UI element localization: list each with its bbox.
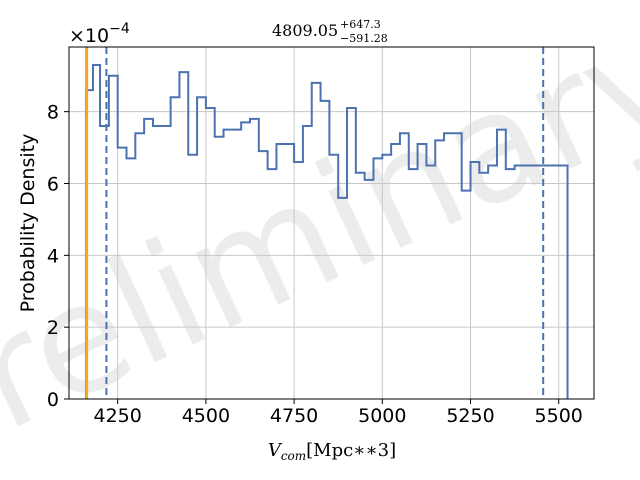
x-tick-label: 5000	[358, 405, 406, 427]
plot-area	[84, 47, 569, 399]
y-multiplier-base: ×10	[69, 25, 109, 47]
axis-ticks: 4250 4500 4750 5000 5250 5500 0 2 4 6 8	[47, 102, 583, 427]
axes-frame	[68, 46, 595, 400]
grid-lines	[69, 47, 594, 400]
chart-title-upper-error: +647.3	[340, 18, 381, 31]
y-tick-label: 2	[47, 317, 59, 339]
y-multiplier: ×10−4	[69, 21, 130, 47]
chart-title: 4809.05	[272, 21, 338, 40]
x-tick-label: 4250	[94, 405, 142, 427]
y-tick-label: 4	[47, 245, 59, 267]
chart-title-main: 4809.05	[272, 21, 338, 40]
y-tick-label: 6	[47, 173, 59, 195]
x-axis-label-units: [Mpc∗∗3]	[306, 440, 396, 461]
chart-title-lower-error: −591.28	[340, 32, 388, 45]
x-tick-label: 5500	[535, 405, 583, 427]
x-axis-label: Vcom[Mpc∗∗3]	[268, 440, 396, 463]
histogram-step-line	[84, 63, 569, 399]
x-tick-label: 5250	[446, 405, 494, 427]
x-tick-label: 4750	[270, 405, 318, 427]
x-axis-label-sub: com	[281, 449, 306, 463]
y-tick-label: 0	[47, 389, 59, 411]
y-axis-label: Probability Density	[17, 134, 39, 313]
y-multiplier-exponent: −4	[109, 21, 130, 37]
x-axis-label-var: V	[268, 440, 283, 461]
y-tick-label: 8	[47, 102, 59, 124]
x-tick-label: 4500	[182, 405, 230, 427]
